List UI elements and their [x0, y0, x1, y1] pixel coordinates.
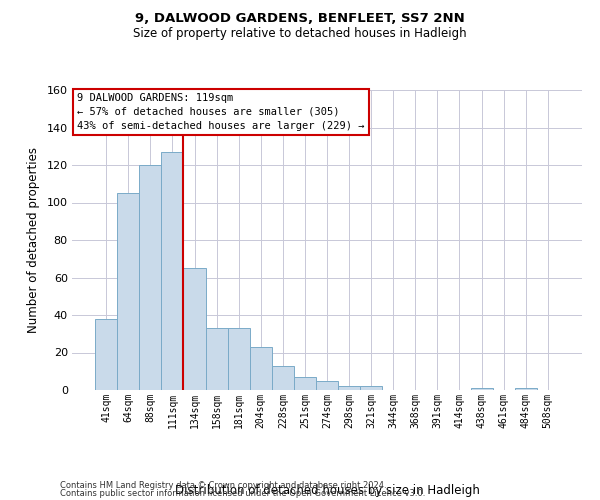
Text: Contains HM Land Registry data © Crown copyright and database right 2024.: Contains HM Land Registry data © Crown c… — [60, 481, 386, 490]
Text: 9, DALWOOD GARDENS, BENFLEET, SS7 2NN: 9, DALWOOD GARDENS, BENFLEET, SS7 2NN — [135, 12, 465, 26]
Bar — [117, 193, 139, 390]
Bar — [227, 328, 250, 390]
Bar — [470, 388, 493, 390]
Bar — [338, 386, 360, 390]
Bar — [206, 328, 227, 390]
Bar — [272, 366, 294, 390]
Text: 9 DALWOOD GARDENS: 119sqm
← 57% of detached houses are smaller (305)
43% of semi: 9 DALWOOD GARDENS: 119sqm ← 57% of detac… — [77, 93, 365, 131]
Bar — [360, 386, 382, 390]
Bar — [161, 152, 184, 390]
Text: Contains public sector information licensed under the Open Government Licence v3: Contains public sector information licen… — [60, 488, 425, 498]
X-axis label: Distribution of detached houses by size in Hadleigh: Distribution of detached houses by size … — [175, 484, 479, 496]
Bar — [316, 380, 338, 390]
Bar — [294, 377, 316, 390]
Bar — [250, 347, 272, 390]
Bar — [139, 165, 161, 390]
Y-axis label: Number of detached properties: Number of detached properties — [27, 147, 40, 333]
Text: Size of property relative to detached houses in Hadleigh: Size of property relative to detached ho… — [133, 28, 467, 40]
Bar — [515, 388, 537, 390]
Bar — [184, 268, 206, 390]
Bar — [95, 319, 117, 390]
